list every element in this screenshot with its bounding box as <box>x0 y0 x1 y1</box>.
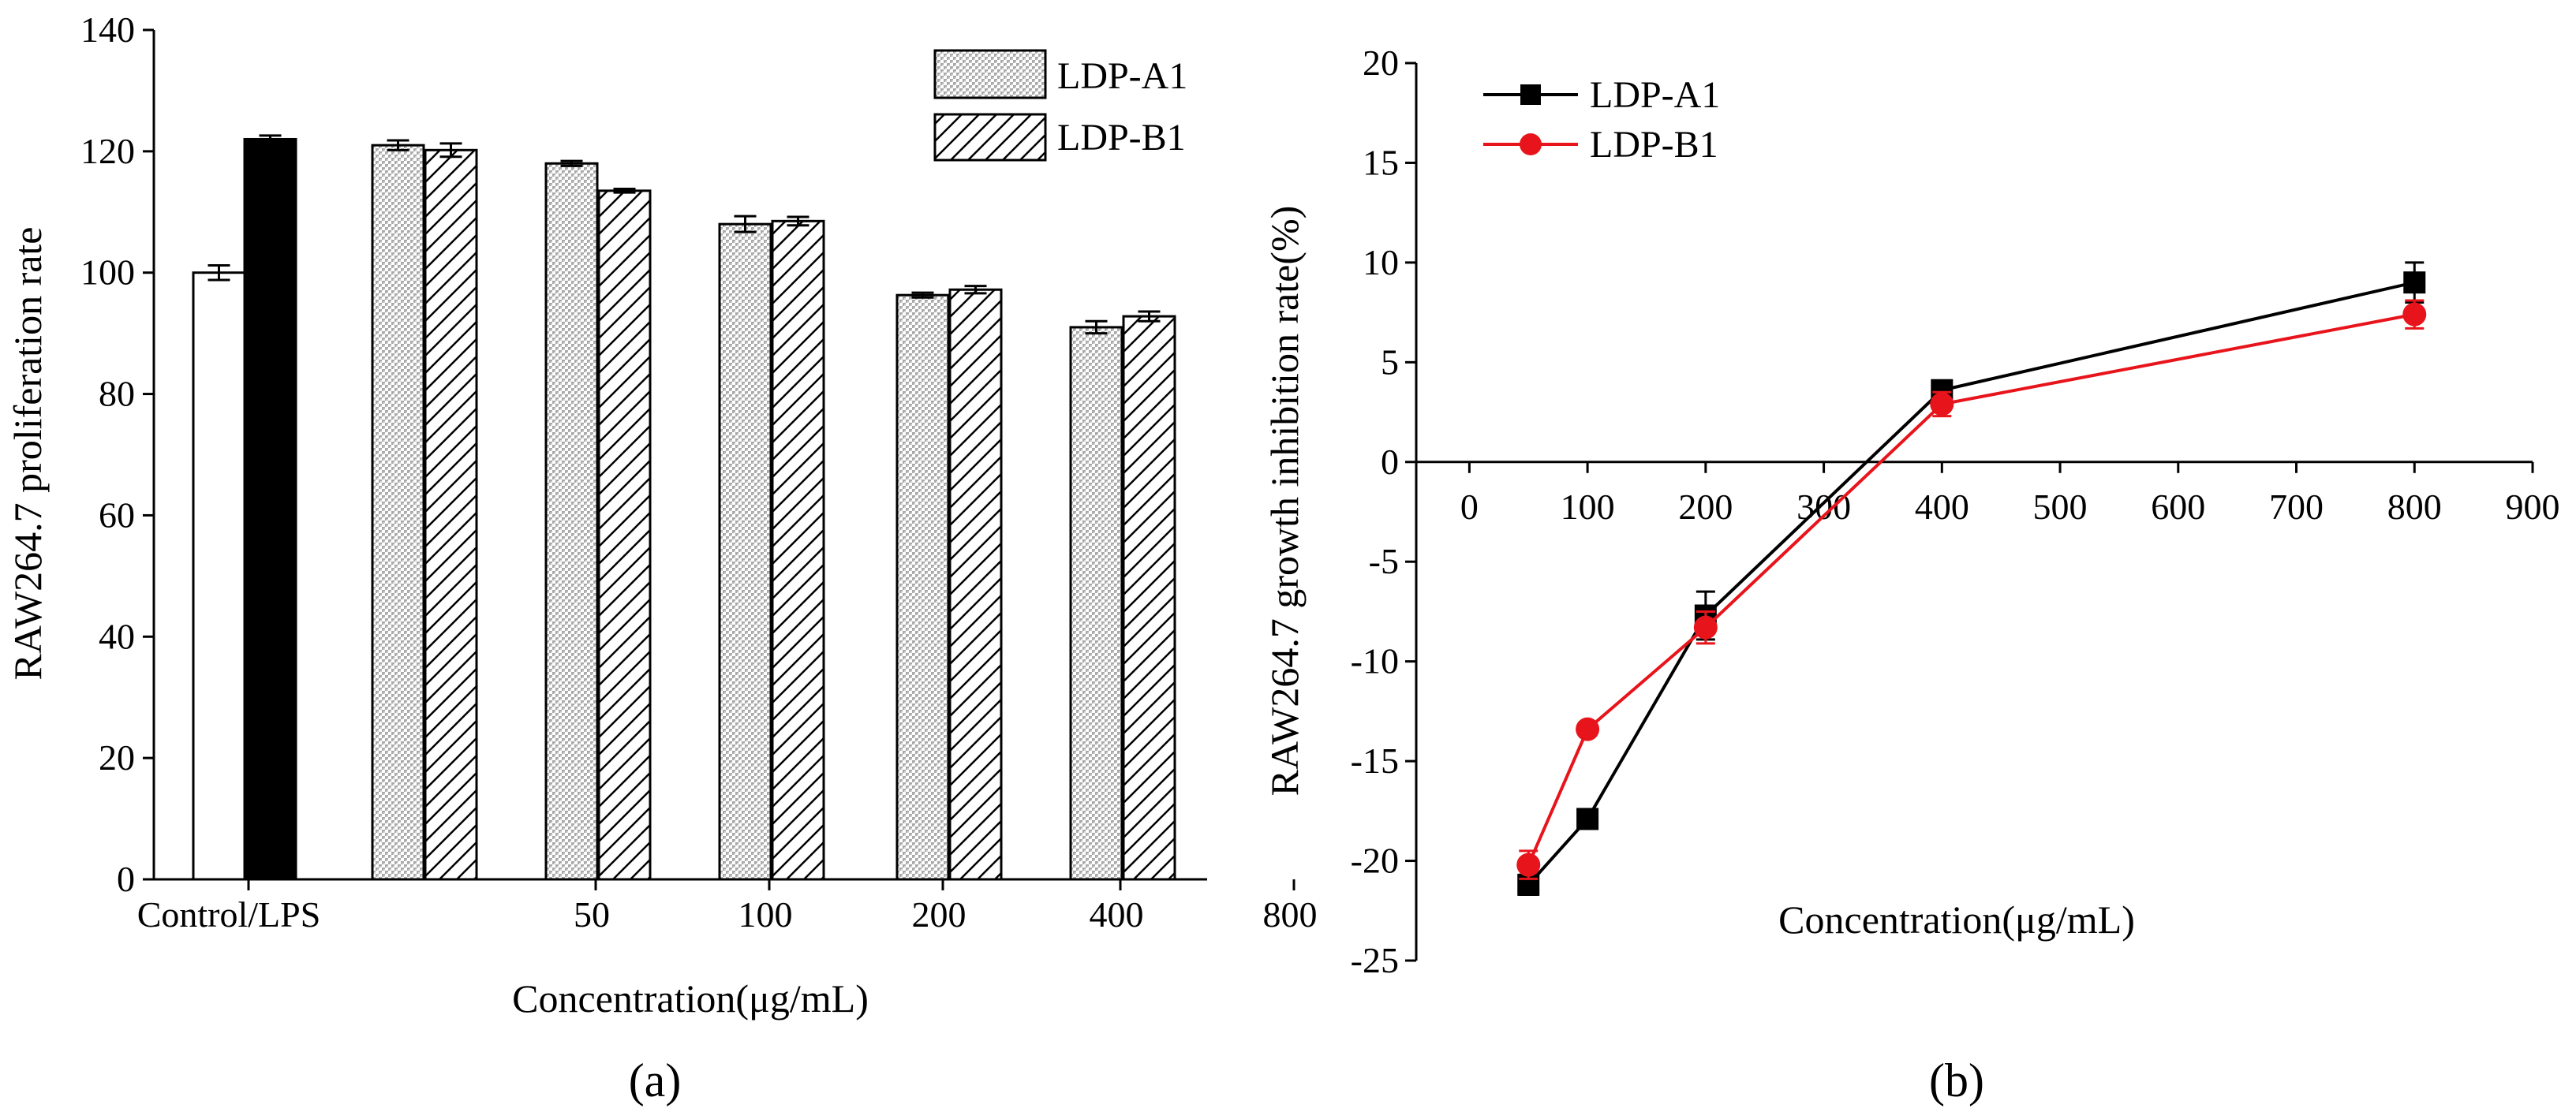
bar-ldp-a1 <box>544 162 599 881</box>
y-tick-label: -5 <box>1369 541 1399 581</box>
legend-label-line-ldp-a1: LDP-A1 <box>1590 74 1720 116</box>
data-point-ldp-a1 <box>2403 271 2426 294</box>
data-point-ldp-a1 <box>1576 808 1599 830</box>
chart-a: 0 20 40 60 80 100 120 140 Control/LPS 50 100 200 40… <box>6 9 1318 1106</box>
y-tick-label: 15 <box>1363 142 1399 182</box>
legend-label-ldp-b1: LDP-B1 <box>1057 117 1186 159</box>
legend-label-ldp-a1: LDP-A1 <box>1057 55 1187 97</box>
chart-b-series <box>1516 261 2427 897</box>
bar-ldp-a1 <box>895 293 950 881</box>
series-ldp-a1 <box>1517 261 2426 897</box>
chart-b-y-axis-label: RAW264.7 growth inhibition rate(%) <box>1262 206 1307 797</box>
y-tick-label: -15 <box>1351 741 1399 781</box>
bar-ldp-a1 <box>718 222 772 881</box>
x-tick-label: 0 <box>1460 487 1479 527</box>
legend-swatch-ldp-b1 <box>933 113 1047 162</box>
x-tick-label: 100 <box>738 894 793 935</box>
chart-b-x-ticks: 0 100 200 300 400 500 600 700 800 900 <box>1460 461 2560 527</box>
x-tick-label: Control/LPS <box>137 894 321 935</box>
y-tick-label: 0 <box>117 859 135 899</box>
chart-a-axes <box>152 30 1207 881</box>
x-tick-label: 700 <box>2269 487 2324 527</box>
bar-ldp-a1 <box>1069 326 1123 881</box>
bar-ldp-b1 <box>948 288 1003 881</box>
legend-swatch-ldp-a1 <box>933 49 1047 99</box>
y-tick-label: -20 <box>1351 841 1399 881</box>
chart-a-bars <box>192 137 1176 881</box>
bar-ldp-b1 <box>424 148 478 881</box>
legend-marker-circle <box>1520 133 1542 155</box>
y-tick-label: 40 <box>99 616 135 656</box>
chart-a-y-axis-label: RAW264.7 proliferation rate <box>6 227 50 681</box>
bar-ldp-b1 <box>597 189 652 881</box>
x-tick-label: 200 <box>1678 487 1733 527</box>
chart-b-y-ticks: -25 -20 -15 -10 -5 0 5 10 15 20 <box>1351 43 1416 980</box>
x-tick-label: 200 <box>912 894 966 935</box>
y-tick-label: 5 <box>1381 341 1399 382</box>
series-ldp-b1 <box>1516 299 2427 880</box>
chart-a-x-axis-label: Concentration(μg/mL) <box>512 976 869 1021</box>
x-tick-label: 600 <box>2151 487 2205 527</box>
legend-label-line-ldp-b1: LDP-B1 <box>1590 124 1718 166</box>
y-tick-label: 20 <box>99 737 135 778</box>
x-tick-label: 50 <box>574 894 610 935</box>
y-tick-label: 60 <box>99 494 135 535</box>
x-tick-label: 800 <box>1263 894 1318 935</box>
chart-b-legend: LDP-A1 LDP-B1 <box>1483 74 1720 166</box>
bar-ldp-a1 <box>371 144 425 881</box>
y-tick-label: 140 <box>80 9 135 50</box>
y-tick-label: -10 <box>1351 641 1399 681</box>
data-point-ldp-b1 <box>1693 615 1718 640</box>
x-tick-label: 800 <box>2387 487 2442 527</box>
x-tick-label: 100 <box>1561 487 1615 527</box>
chart-b-caption: (b) <box>1929 1054 1984 1106</box>
y-tick-label: 80 <box>99 374 135 414</box>
x-tick-label: 400 <box>1090 894 1144 935</box>
y-tick-label: 20 <box>1363 43 1399 83</box>
y-tick-label: 100 <box>80 252 135 293</box>
chart-a-legend: LDP-A1 LDP-B1 <box>933 49 1187 162</box>
x-tick-label: 500 <box>2033 487 2088 527</box>
chart-b-axes <box>1415 63 2533 961</box>
bar-control <box>192 271 246 881</box>
data-point-ldp-b1 <box>1516 853 1541 877</box>
data-point-ldp-b1 <box>2402 302 2427 327</box>
data-point-ldp-b1 <box>1576 717 1600 741</box>
x-tick-label: 400 <box>1915 487 1969 527</box>
chart-b-x-axis-label: Concentration(μg/mL) <box>1778 897 2135 942</box>
chart-a-error-bars <box>208 134 1161 335</box>
x-tick-label: 900 <box>2506 487 2560 527</box>
y-tick-label: 120 <box>80 131 135 171</box>
y-tick-label: 10 <box>1363 242 1399 282</box>
y-tick-label: -25 <box>1351 940 1399 980</box>
series-line-ldp-b1 <box>1527 312 2415 866</box>
chart-a-y-ticks: 0 20 40 60 80 100 120 140 <box>80 9 154 899</box>
y-tick-label: 0 <box>1381 442 1399 482</box>
bar-ldp-b1 <box>1122 315 1176 881</box>
data-point-ldp-b1 <box>1930 392 1954 416</box>
chart-a-x-ticks: Control/LPS 50 100 200 400 800 <box>137 879 1318 935</box>
legend-marker-square <box>1520 84 1541 105</box>
bar-ldp-b1 <box>771 219 825 881</box>
chart-a-caption: (a) <box>629 1054 682 1106</box>
bar-lps <box>243 137 297 881</box>
series-line-ldp-a1 <box>1527 281 2415 886</box>
